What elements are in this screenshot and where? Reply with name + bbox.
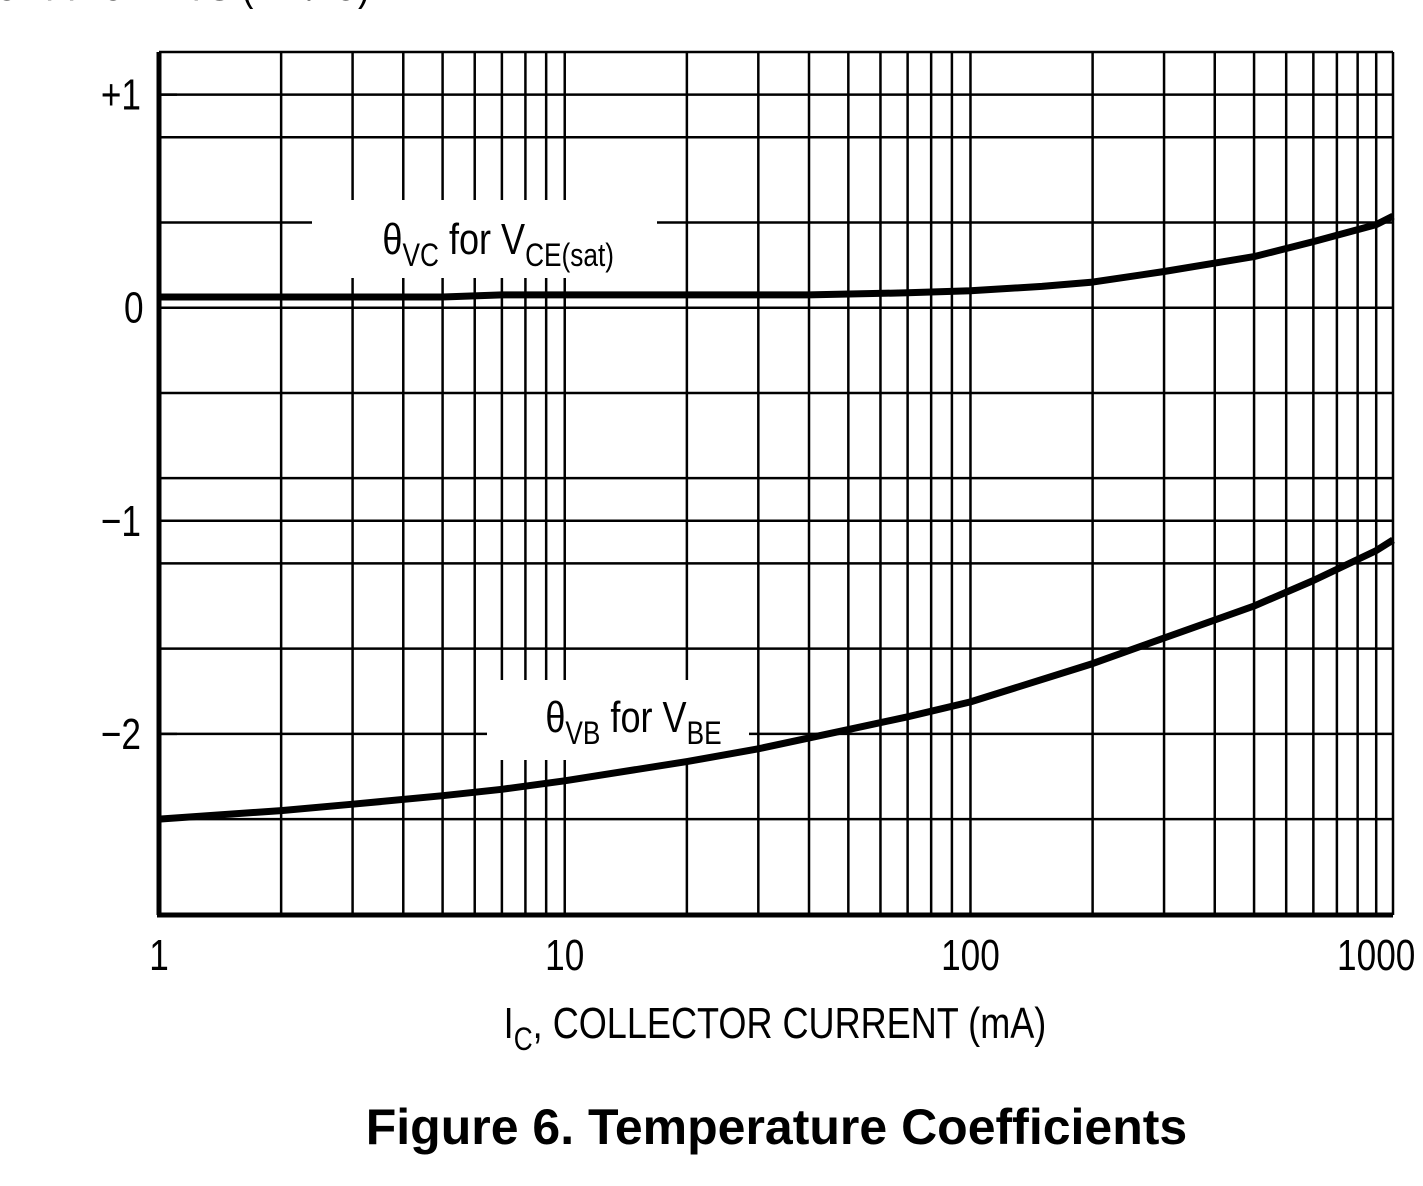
x-tick-label: 1 [149, 931, 169, 980]
y-axis-label: θV, TEMPERATURE COEFFICIENTS (mV/°C) [0, 0, 370, 20]
series-line-vb [158, 537, 1395, 823]
x-axis-label: IC, COLLECTOR CURRENT (mA) [504, 999, 1047, 1058]
x-tick-label: 1000 [1337, 931, 1415, 980]
series-label-vb: θVB for VBE [545, 693, 721, 752]
y-tick-label: −2 [101, 710, 141, 759]
grid [159, 52, 1393, 915]
tick-labels: +1 0 −1 −2 1 10 100 1000 [101, 71, 1415, 980]
y-tick-label: 0 [124, 284, 144, 333]
series-label-backdrop-vb [487, 680, 749, 760]
series-label-backdrop-vc [312, 200, 657, 278]
series-line-vc [159, 212, 1395, 301]
figure-caption: Figure 6. Temperature Coefficients [365, 1099, 1188, 1155]
x-tick-label: 100 [941, 931, 1000, 980]
y-tick-label: +1 [101, 71, 141, 120]
series-lines [158, 212, 1395, 823]
temperature-coefficient-chart: +1 0 −1 −2 1 10 100 1000 θVC for VCE(sat) θVB f… [0, 0, 1415, 1058]
y-tick-label: −1 [101, 497, 141, 546]
x-tick-label: 10 [545, 931, 584, 980]
axes [156, 50, 1395, 918]
series-label-vc: θVC for VCE(sat) [382, 215, 614, 274]
